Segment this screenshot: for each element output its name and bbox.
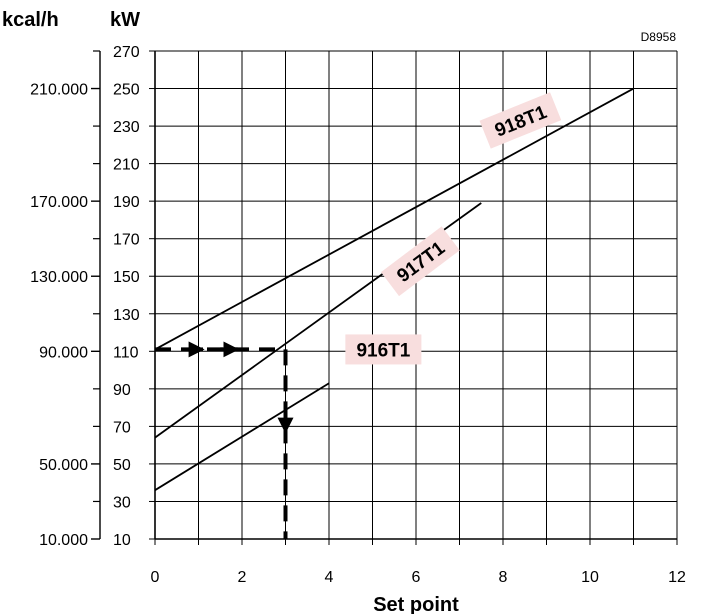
y-tick-label: 130 xyxy=(113,307,140,324)
grid xyxy=(149,50,678,545)
x-axis: 0 2 4 6 8 10 12 xyxy=(151,569,686,586)
kw-axis-title: kW xyxy=(110,9,140,31)
y-axis: 10 30 50 70 90 110 130 150 170 190 210 230 250 270 xyxy=(113,44,140,549)
series-label-box xyxy=(479,92,562,149)
y-tick-label: 150 xyxy=(113,269,140,286)
kcal-tick-label: 10.000 xyxy=(39,532,88,549)
x-tick-label: 12 xyxy=(668,569,686,586)
y-tick-label: 250 xyxy=(113,82,140,99)
kcal-axis-title: kcal/h xyxy=(2,9,59,31)
series-label-917T1: 917T1 xyxy=(380,226,460,297)
series-line-916T1 xyxy=(154,382,330,491)
x-tick-label: 4 xyxy=(325,569,334,586)
series-label-box xyxy=(345,334,422,365)
y-tick-label: 270 xyxy=(113,44,140,61)
y-tick-label: 110 xyxy=(113,344,139,361)
x-tick-label: 8 xyxy=(499,569,508,586)
x-axis-title: Set point xyxy=(373,594,459,614)
setpoint-annotation xyxy=(155,341,294,539)
kcal-tick-label: 210.000 xyxy=(30,82,88,99)
kcal-tick-label: 170.000 xyxy=(30,194,88,211)
series-label-916T1: 916T1 xyxy=(345,334,422,365)
series-label-text: 916T1 xyxy=(356,340,410,361)
x-tick-label: 10 xyxy=(581,569,599,586)
y-tick-label: 30 xyxy=(113,494,131,511)
series-label-918T1: 918T1 xyxy=(479,92,562,149)
x-tick-label: 6 xyxy=(412,569,421,586)
figure-code: D8958 xyxy=(641,30,677,44)
kcal-axis: 10.000 50.000 90.000 130.000 170.000 210.000 xyxy=(30,50,101,549)
y-tick-label: 70 xyxy=(113,419,131,436)
y-tick-label: 230 xyxy=(113,119,140,136)
y-tick-label: 50 xyxy=(113,457,131,474)
x-tick-label: 0 xyxy=(151,569,160,586)
y-tick-label: 10 xyxy=(113,532,131,549)
series-line-918T1 xyxy=(154,87,634,351)
x-tick-label: 2 xyxy=(238,569,247,586)
y-tick-label: 90 xyxy=(113,382,131,399)
y-tick-label: 210 xyxy=(113,157,140,174)
kcal-tick-label: 50.000 xyxy=(39,457,88,474)
kcal-tick-label: 130.000 xyxy=(30,269,88,286)
kcal-tick-label: 90.000 xyxy=(39,344,88,361)
series-label-box xyxy=(380,226,460,297)
y-tick-label: 190 xyxy=(113,194,140,211)
y-tick-label: 170 xyxy=(113,232,140,249)
